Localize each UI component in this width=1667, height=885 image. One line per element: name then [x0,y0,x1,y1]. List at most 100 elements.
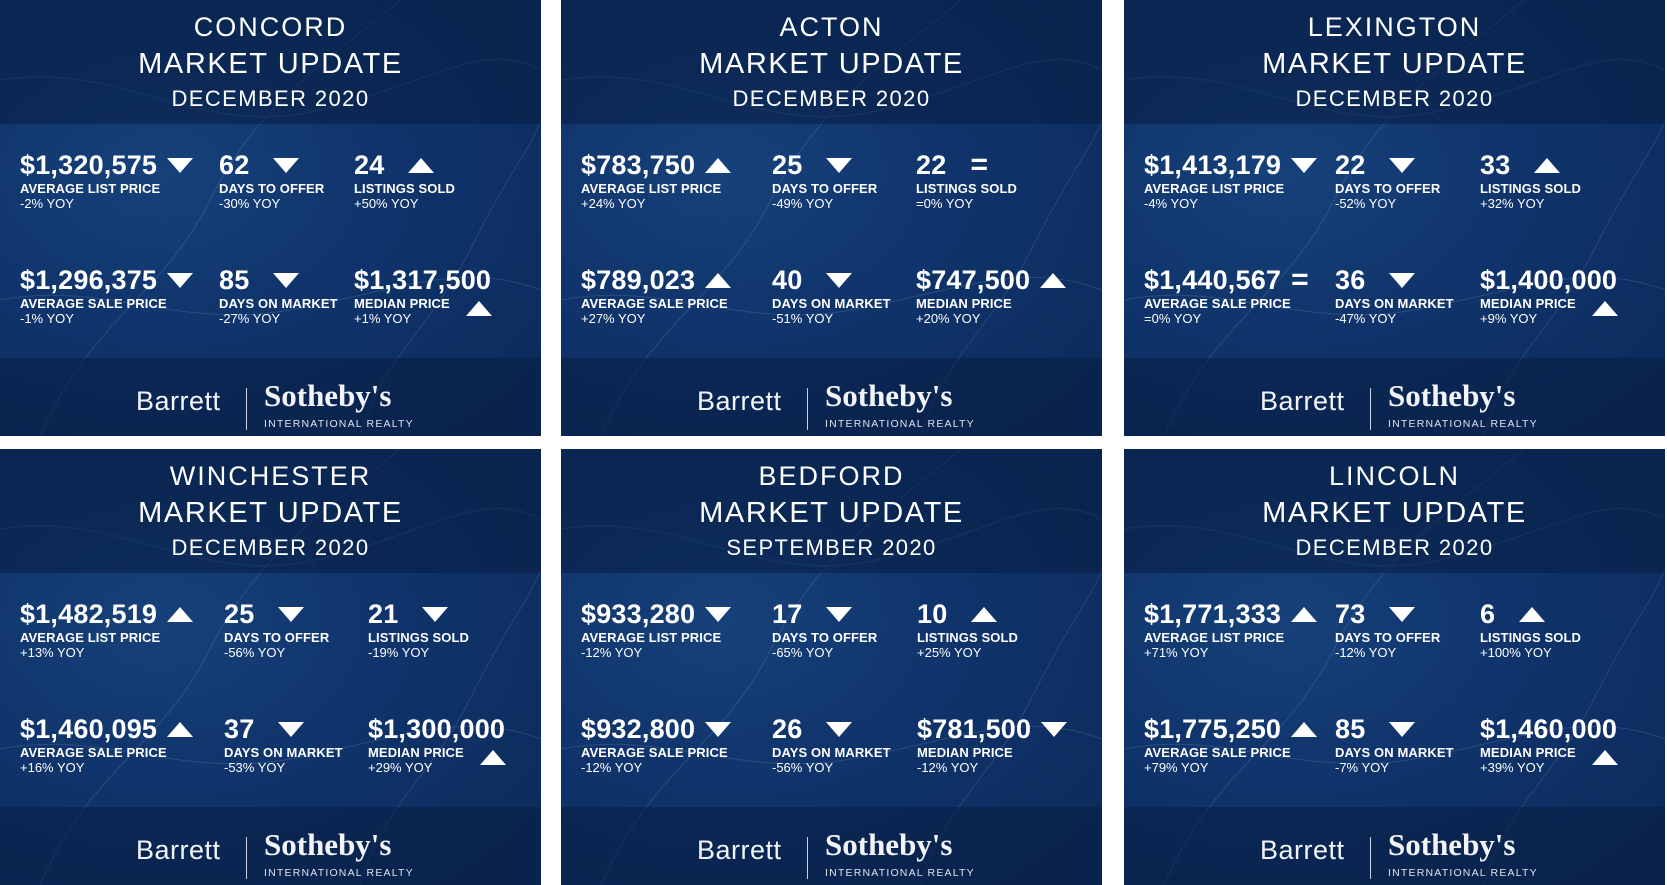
arrow-up-icon [1592,301,1618,316]
town-name: BEDFORD [758,461,905,491]
brand-footer: Barrett Sotheby's INTERNATIONAL REALTY [0,807,541,885]
stat-value: $933,280 [581,599,696,629]
stat-label: DAYS ON MARKET [224,745,343,760]
stat-change: -51% YOY [772,311,834,326]
card-header: CONCORD MARKET UPDATE DECEMBER 2020 [0,0,541,124]
stat-value: $1,296,375 [20,265,158,295]
stat-change: +39% YOY [1480,760,1545,775]
stat-listings-sold: 24 LISTINGS SOLD +50% YOY [354,148,455,212]
stat-change: -30% YOY [219,196,281,211]
stat-change: +20% YOY [916,311,981,326]
town-name: LEXINGTON [1307,12,1482,42]
trend-icon [705,606,732,622]
stat-average-list-price: $1,771,333 AVERAGE LIST PRICE +71% YOY [1144,597,1318,661]
stat-label: MEDIAN PRICE [917,745,1013,760]
trend-icon [278,606,305,622]
stat-average-sale-price: $1,440,567 = AVERAGE SALE PRICE =0% YOY [1144,263,1309,327]
stat-label: LISTINGS SOLD [354,181,455,196]
stat-label: DAYS TO OFFER [772,181,878,196]
trend-icon [1534,157,1561,173]
stat-label: AVERAGE LIST PRICE [1144,630,1285,645]
stat-days-on-market: 26 DAYS ON MARKET -56% YOY [772,712,891,776]
stat-value: 33 [1480,150,1511,180]
trend-icon [167,157,194,173]
stat-days-on-market: 36 DAYS ON MARKET -47% YOY [1335,263,1454,327]
sothebys-tagline: INTERNATIONAL REALTY [1388,418,1538,430]
stat-days-to-offer: 22 DAYS TO OFFER -52% YOY [1335,148,1440,212]
stat-change: -56% YOY [772,760,834,775]
stat-label: LISTINGS SOLD [368,630,469,645]
trend-icon [1040,272,1067,288]
trend-icon [408,157,435,173]
sothebys-tagline: INTERNATIONAL REALTY [264,867,414,879]
stat-value: 40 [772,265,803,295]
stat-change: -56% YOY [224,645,286,660]
market-card-concord: CONCORD MARKET UPDATE DECEMBER 2020 $1,3… [0,0,541,436]
stat-change: +27% YOY [581,311,646,326]
stat-days-to-offer: 25 DAYS TO OFFER -49% YOY [772,148,877,212]
stat-label: AVERAGE LIST PRICE [20,181,161,196]
town-name: ACTON [779,12,884,42]
stat-change: -12% YOY [581,760,643,775]
stat-label: DAYS TO OFFER [224,630,330,645]
stat-listings-sold: 10 LISTINGS SOLD +25% YOY [917,597,1018,661]
market-card-winchester: WINCHESTER MARKET UPDATE DECEMBER 2020 $… [0,449,541,885]
trend-icon [971,606,998,622]
stat-days-on-market: 37 DAYS ON MARKET -53% YOY [224,712,343,776]
stat-value: $1,771,333 [1144,599,1282,629]
sothebys-logo-text: Sotheby's [264,378,392,413]
logo-divider [246,388,247,430]
trend-icon [167,272,194,288]
trend-icon [273,157,300,173]
logo-divider [246,837,247,879]
brand-footer: Barrett Sotheby's INTERNATIONAL REALTY [561,358,1102,436]
trend-icon [167,721,194,737]
stat-value: 21 [368,599,399,629]
stat-value: $1,300,000 [368,714,506,744]
stat-label: AVERAGE LIST PRICE [20,630,161,645]
headline: MARKET UPDATE [1262,497,1527,529]
stat-average-list-price: $783,750 AVERAGE LIST PRICE +24% YOY [581,148,732,212]
stats-panel: $1,482,519 AVERAGE LIST PRICE +13% YOY 2… [0,573,541,807]
arrow-down-icon [705,606,732,622]
trend-icon [167,606,194,622]
sothebys-tagline: INTERNATIONAL REALTY [825,418,975,430]
stat-value: $781,500 [917,714,1032,744]
barrett-logo-text: Barrett [697,386,782,416]
arrow-down-icon [167,157,194,173]
stat-value: 62 [219,150,250,180]
stat-median-price: $781,500 MEDIAN PRICE -12% YOY [917,712,1068,776]
arrow-up-icon [1519,606,1546,622]
stats-panel: $783,750 AVERAGE LIST PRICE +24% YOY 25 … [561,124,1102,358]
report-date: DECEMBER 2020 [1295,535,1494,560]
arrow-down-icon [167,272,194,288]
trend-icon [826,606,853,622]
arrow-down-icon [1389,157,1416,173]
trend-icon [705,272,732,288]
stat-label: LISTINGS SOLD [1480,630,1581,645]
stat-average-list-price: $1,482,519 AVERAGE LIST PRICE +13% YOY [20,597,194,661]
stat-change: -52% YOY [1335,196,1397,211]
stat-average-list-price: $1,413,179 AVERAGE LIST PRICE -4% YOY [1144,148,1318,212]
report-date: DECEMBER 2020 [1295,86,1494,111]
market-card-lincoln: LINCOLN MARKET UPDATE DECEMBER 2020 $1,7… [1124,449,1665,885]
stat-label: MEDIAN PRICE [368,745,464,760]
arrow-down-icon [705,721,732,737]
market-card-bedford: BEDFORD MARKET UPDATE SEPTEMBER 2020 $93… [561,449,1102,885]
trend-icon [826,272,853,288]
stat-label: DAYS ON MARKET [772,745,891,760]
stat-listings-sold: 6 LISTINGS SOLD +100% YOY [1480,597,1581,661]
trend-icon [278,721,305,737]
stat-change: -19% YOY [368,645,430,660]
stat-change: +32% YOY [1480,196,1545,211]
stat-change: +1% YOY [354,311,412,326]
stat-change: -65% YOY [772,645,834,660]
report-date: DECEMBER 2020 [732,86,931,111]
trend-icon: = [970,150,988,180]
brand-footer: Barrett Sotheby's INTERNATIONAL REALTY [0,358,541,436]
headline: MARKET UPDATE [1262,48,1527,80]
stat-change: +24% YOY [581,196,646,211]
stat-label: DAYS TO OFFER [219,181,325,196]
stat-label: DAYS ON MARKET [772,296,891,311]
trend-icon [705,721,732,737]
